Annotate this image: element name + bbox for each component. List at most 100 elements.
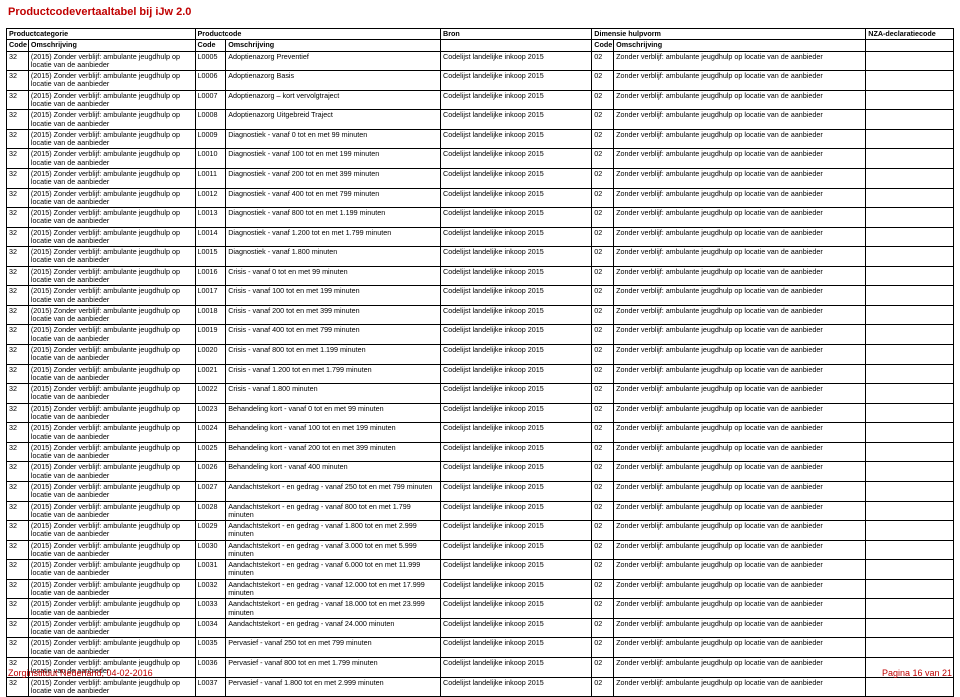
table-cell: L0012 — [195, 188, 226, 208]
table-row: 32(2015) Zonder verblijf: ambulante jeug… — [7, 423, 954, 443]
table-cell: Behandeling kort - vanaf 200 tot en met … — [226, 442, 441, 462]
table-cell: 32 — [7, 129, 29, 149]
table-container: Productcategorie Productcode Bron Dimens… — [0, 28, 960, 697]
table-cell: (2015) Zonder verblijf: ambulante jeugdh… — [28, 560, 195, 580]
table-cell: L0008 — [195, 110, 226, 130]
table-cell: 32 — [7, 168, 29, 188]
table-cell: 02 — [592, 149, 614, 169]
table-cell: Zonder verblijf: ambulante jeugdhulp op … — [614, 266, 866, 286]
table-cell: Codelijst landelijke inkoop 2015 — [441, 677, 592, 697]
table-cell: Behandeling kort - vanaf 400 minuten — [226, 462, 441, 482]
table-cell — [866, 364, 954, 384]
table-cell — [866, 51, 954, 71]
table-cell: 32 — [7, 423, 29, 443]
table-cell: L0011 — [195, 168, 226, 188]
table-body: 32(2015) Zonder verblijf: ambulante jeug… — [7, 51, 954, 697]
table-cell: (2015) Zonder verblijf: ambulante jeugdh… — [28, 618, 195, 638]
table-cell: Pervasief - vanaf 250 tot en met 799 min… — [226, 638, 441, 658]
table-cell: 02 — [592, 521, 614, 541]
table-cell: Zonder verblijf: ambulante jeugdhulp op … — [614, 403, 866, 423]
table-cell: L0007 — [195, 90, 226, 110]
table-cell: 02 — [592, 423, 614, 443]
table-cell: L0013 — [195, 208, 226, 228]
table-cell: Codelijst landelijke inkoop 2015 — [441, 227, 592, 247]
table-cell: 32 — [7, 677, 29, 697]
table-cell: 32 — [7, 247, 29, 267]
table-cell: Diagnostiek - vanaf 1.200 tot en met 1.7… — [226, 227, 441, 247]
table-cell — [866, 481, 954, 501]
table-cell: 32 — [7, 305, 29, 325]
table-cell: Codelijst landelijke inkoop 2015 — [441, 599, 592, 619]
table-cell: (2015) Zonder verblijf: ambulante jeugdh… — [28, 638, 195, 658]
table-cell: L0028 — [195, 501, 226, 521]
table-row: 32(2015) Zonder verblijf: ambulante jeug… — [7, 618, 954, 638]
table-cell: Codelijst landelijke inkoop 2015 — [441, 71, 592, 91]
table-cell: Zonder verblijf: ambulante jeugdhulp op … — [614, 129, 866, 149]
table-cell — [866, 599, 954, 619]
table-row: 32(2015) Zonder verblijf: ambulante jeug… — [7, 51, 954, 71]
table-cell — [866, 521, 954, 541]
table-cell: Zonder verblijf: ambulante jeugdhulp op … — [614, 364, 866, 384]
table-cell — [866, 423, 954, 443]
product-table: Productcategorie Productcode Bron Dimens… — [6, 28, 954, 697]
table-cell: L0018 — [195, 305, 226, 325]
table-cell: Zonder verblijf: ambulante jeugdhulp op … — [614, 618, 866, 638]
table-cell: Zonder verblijf: ambulante jeugdhulp op … — [614, 188, 866, 208]
table-cell — [866, 149, 954, 169]
table-cell: Codelijst landelijke inkoop 2015 — [441, 364, 592, 384]
table-cell: L0034 — [195, 618, 226, 638]
table-cell: 02 — [592, 618, 614, 638]
table-cell: Codelijst landelijke inkoop 2015 — [441, 521, 592, 541]
sub-nza — [866, 40, 954, 51]
table-cell: 32 — [7, 286, 29, 306]
page-title: Productcodevertaaltabel bij iJw 2.0 — [0, 0, 960, 28]
table-cell: Crisis - vanaf 200 tot en met 399 minute… — [226, 305, 441, 325]
table-cell: Codelijst landelijke inkoop 2015 — [441, 462, 592, 482]
table-cell: Zonder verblijf: ambulante jeugdhulp op … — [614, 501, 866, 521]
table-cell: (2015) Zonder verblijf: ambulante jeugdh… — [28, 325, 195, 345]
table-cell: 02 — [592, 579, 614, 599]
table-row: 32(2015) Zonder verblijf: ambulante jeug… — [7, 208, 954, 228]
table-cell: (2015) Zonder verblijf: ambulante jeugdh… — [28, 599, 195, 619]
table-cell: Zonder verblijf: ambulante jeugdhulp op … — [614, 345, 866, 365]
table-cell: 32 — [7, 51, 29, 71]
table-cell — [866, 129, 954, 149]
table-cell: Crisis - vanaf 100 tot en met 199 minute… — [226, 286, 441, 306]
table-cell: (2015) Zonder verblijf: ambulante jeugdh… — [28, 442, 195, 462]
table-cell: 02 — [592, 560, 614, 580]
table-cell: Aandachtstekort - en gedrag - vanaf 6.00… — [226, 560, 441, 580]
table-cell: L0010 — [195, 149, 226, 169]
table-cell: 02 — [592, 286, 614, 306]
table-cell: L0032 — [195, 579, 226, 599]
table-cell: L0014 — [195, 227, 226, 247]
table-cell: L0024 — [195, 423, 226, 443]
table-cell: 32 — [7, 638, 29, 658]
table-row: 32(2015) Zonder verblijf: ambulante jeug… — [7, 540, 954, 560]
table-cell: L0017 — [195, 286, 226, 306]
table-cell: Adoptienazorg Preventief — [226, 51, 441, 71]
table-row: 32(2015) Zonder verblijf: ambulante jeug… — [7, 71, 954, 91]
table-cell: L0006 — [195, 71, 226, 91]
table-cell: Aandachtstekort - en gedrag - vanaf 24.0… — [226, 618, 441, 638]
table-cell: Adoptienazorg Uitgebreid Traject — [226, 110, 441, 130]
table-cell — [866, 168, 954, 188]
table-cell: L0020 — [195, 345, 226, 365]
table-cell: (2015) Zonder verblijf: ambulante jeugdh… — [28, 149, 195, 169]
table-cell: Zonder verblijf: ambulante jeugdhulp op … — [614, 51, 866, 71]
table-cell: Zonder verblijf: ambulante jeugdhulp op … — [614, 481, 866, 501]
table-cell: Codelijst landelijke inkoop 2015 — [441, 188, 592, 208]
table-cell: L0021 — [195, 364, 226, 384]
table-cell: L0033 — [195, 599, 226, 619]
table-cell — [866, 286, 954, 306]
table-cell: (2015) Zonder verblijf: ambulante jeugdh… — [28, 501, 195, 521]
table-row: 32(2015) Zonder verblijf: ambulante jeug… — [7, 403, 954, 423]
table-cell: 02 — [592, 227, 614, 247]
table-cell: Zonder verblijf: ambulante jeugdhulp op … — [614, 540, 866, 560]
table-cell: 02 — [592, 51, 614, 71]
table-cell: Zonder verblijf: ambulante jeugdhulp op … — [614, 247, 866, 267]
table-cell: Aandachtstekort - en gedrag - vanaf 800 … — [226, 501, 441, 521]
table-cell — [866, 90, 954, 110]
table-cell: 32 — [7, 462, 29, 482]
table-cell: Zonder verblijf: ambulante jeugdhulp op … — [614, 286, 866, 306]
table-cell: 32 — [7, 227, 29, 247]
